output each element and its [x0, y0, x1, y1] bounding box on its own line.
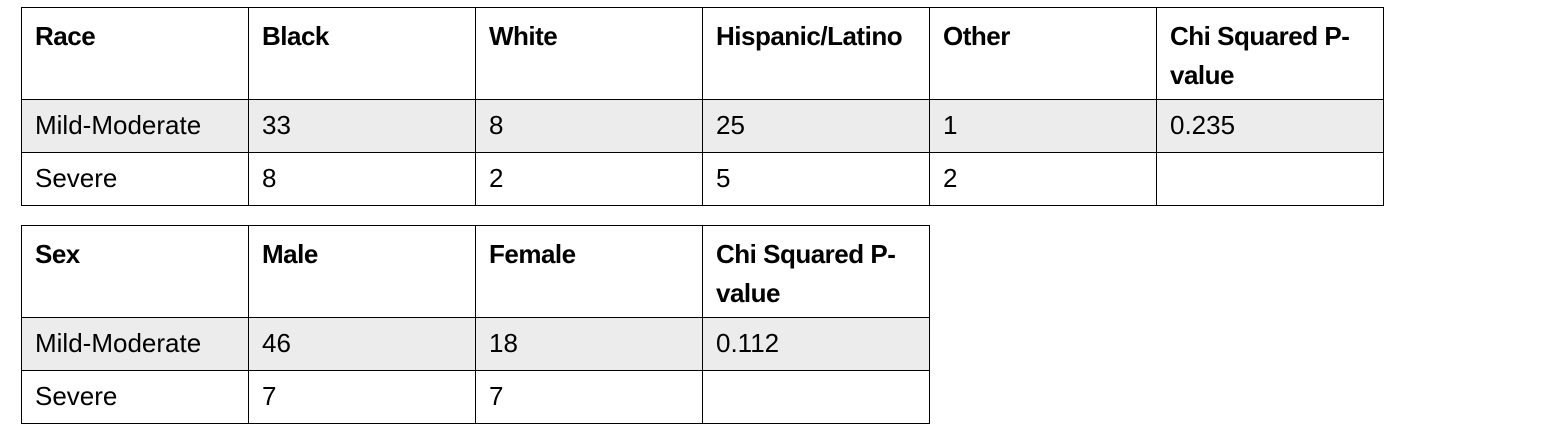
header-cell: Chi Squared P-value: [702, 225, 930, 318]
header-cell: Female: [475, 225, 703, 318]
header-cell: Male: [248, 225, 476, 318]
empty-cell: [1156, 152, 1384, 206]
cell: 1: [929, 99, 1157, 153]
cell: 7: [475, 370, 703, 424]
header-cell: Race: [21, 7, 249, 100]
cell: 18: [475, 317, 703, 371]
row: Severe 7 7: [21, 370, 930, 424]
cell: Severe: [21, 152, 249, 206]
empty-cell: [702, 370, 930, 424]
cell: 0.235: [1156, 99, 1384, 153]
cell: 8: [248, 152, 476, 206]
header-cell: Other: [929, 7, 1157, 100]
row: Severe 8 2 5 2: [21, 152, 1384, 206]
cell: 8: [475, 99, 703, 153]
header-cell: Sex: [21, 225, 249, 318]
header-cell: Black: [248, 7, 476, 100]
cell: 46: [248, 317, 476, 371]
header-row: Race Black White Hispanic/Latino Other C…: [21, 7, 1384, 100]
cell: 0.112: [702, 317, 930, 371]
cell: 7: [248, 370, 476, 424]
header-cell: White: [475, 7, 703, 100]
cell: Mild-Moderate: [21, 317, 249, 371]
cell: 25: [702, 99, 930, 153]
race-table: Race Black White Hispanic/Latino Other C…: [21, 7, 1384, 206]
header-row: Sex Male Female Chi Squared P-value: [21, 225, 930, 318]
cell: 2: [475, 152, 703, 206]
header-cell: Chi Squared P-value: [1156, 7, 1384, 100]
cell: 5: [702, 152, 930, 206]
cell: 2: [929, 152, 1157, 206]
cell: Mild-Moderate: [21, 99, 249, 153]
cell: 33: [248, 99, 476, 153]
cell: Severe: [21, 370, 249, 424]
row: Mild-Moderate 33 8 25 1 0.235: [21, 99, 1384, 153]
row: Mild-Moderate 46 18 0.112: [21, 317, 930, 371]
sex-table: Sex Male Female Chi Squared P-value Mild…: [21, 225, 930, 424]
header-cell: Hispanic/Latino: [702, 7, 930, 100]
